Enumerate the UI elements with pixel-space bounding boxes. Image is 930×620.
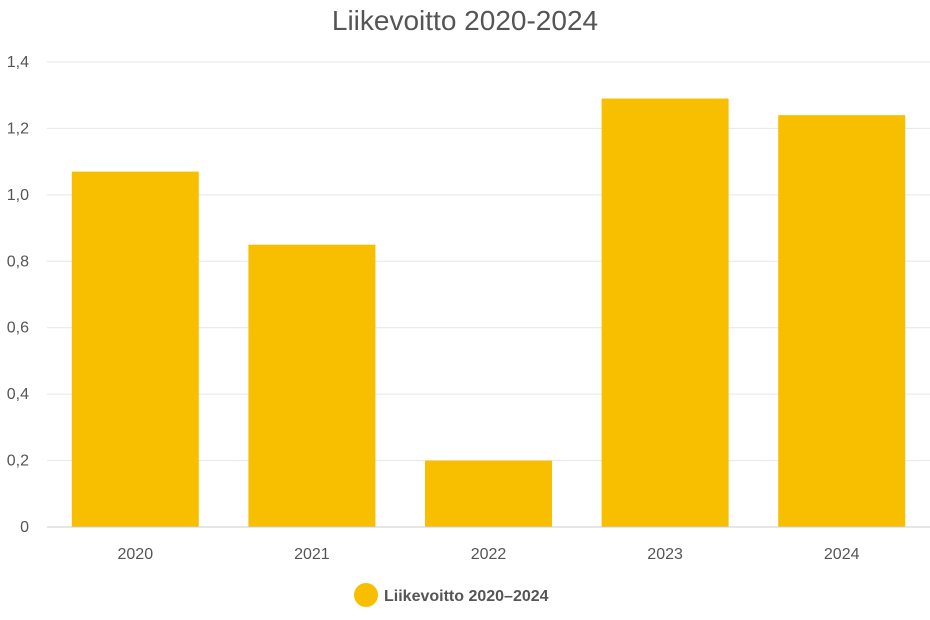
chart-title: Liikevoitto 2020-2024 [332, 5, 598, 36]
legend-marker [354, 583, 378, 607]
x-axis-tick-labels: 2020 2021 2022 2023 2024 [118, 546, 860, 563]
y-tick-label: 1,4 [7, 54, 29, 71]
x-tick-label: 2024 [824, 546, 860, 563]
y-tick-label: 0,8 [7, 253, 29, 270]
bar-2021 [248, 244, 376, 527]
bar-2023 [601, 98, 729, 528]
legend[interactable]: Liikevoitto 2020–2024 [354, 583, 549, 607]
y-tick-label: 0,2 [7, 453, 29, 470]
x-tick-label: 2022 [471, 546, 507, 563]
y-tick-label: 1,2 [7, 120, 29, 137]
bar-2024 [778, 115, 906, 528]
y-axis-tick-labels: 0 0,2 0,4 0,6 0,8 1,0 1,2 1,4 [7, 54, 29, 536]
bar-2022 [425, 460, 552, 527]
x-tick-label: 2023 [647, 546, 683, 563]
x-tick-label: 2021 [294, 546, 330, 563]
legend-label: Liikevoitto 2020–2024 [384, 588, 549, 605]
y-tick-label: 0,6 [7, 320, 29, 337]
bar-2020 [71, 171, 199, 527]
y-tick-label: 0 [20, 519, 29, 536]
y-tick-label: 1,0 [7, 187, 29, 204]
y-tick-label: 0,4 [7, 386, 29, 403]
bars [71, 98, 906, 528]
x-tick-label: 2020 [118, 546, 154, 563]
